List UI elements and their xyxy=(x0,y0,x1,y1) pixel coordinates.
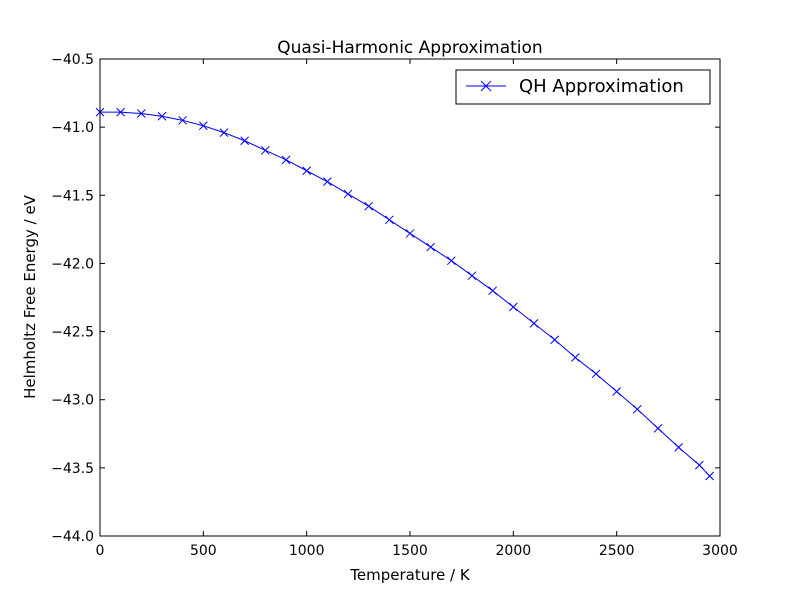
data-point xyxy=(632,404,642,414)
data-point xyxy=(384,215,394,225)
data-point xyxy=(653,423,663,433)
y-axis: −40.5 −41.0 −41.5 −42.0 −42.5 −43.0 −43.5 −44.0 xyxy=(51,52,720,545)
y-tick-label: −40.5 xyxy=(51,52,94,68)
data-point xyxy=(612,387,622,396)
data-point xyxy=(198,121,208,131)
x-tick-label: 2500 xyxy=(599,543,635,559)
data-point xyxy=(343,189,353,199)
chart-title: Quasi-Harmonic Approximation xyxy=(277,38,542,58)
series-layer xyxy=(95,107,715,481)
legend-entry-qh-approximation: QH Approximation xyxy=(519,76,684,97)
data-point xyxy=(694,460,704,470)
y-tick-label: −41.0 xyxy=(51,120,94,136)
data-point xyxy=(570,353,580,362)
data-point xyxy=(302,166,312,176)
x-tick-label: 1000 xyxy=(289,543,325,559)
y-axis-label: Helmholtz Free Energy / eV xyxy=(21,194,39,399)
x-tick-label: 500 xyxy=(190,543,217,559)
legend-box xyxy=(455,69,711,105)
data-point xyxy=(591,369,601,379)
data-point xyxy=(550,335,560,345)
data-point xyxy=(116,107,126,117)
data-point xyxy=(405,229,415,238)
data-point xyxy=(157,111,167,121)
data-point xyxy=(426,242,436,252)
data-point xyxy=(467,271,477,281)
data-point xyxy=(446,256,456,266)
data-point xyxy=(281,155,291,165)
data-point xyxy=(529,319,539,328)
y-tick-label: −43.0 xyxy=(51,393,94,409)
data-point xyxy=(178,115,188,125)
x-tick-label: 2000 xyxy=(496,543,532,559)
data-point xyxy=(322,177,332,187)
data-point xyxy=(240,136,250,146)
y-tick-label: −44.0 xyxy=(51,529,94,545)
x-tick-label: 1500 xyxy=(392,543,428,559)
data-point xyxy=(488,286,498,296)
data-point xyxy=(260,145,270,155)
legend-marker xyxy=(480,80,492,92)
data-point xyxy=(674,443,684,452)
x-tick-label: 3000 xyxy=(702,543,738,559)
data-point xyxy=(705,471,715,481)
data-point xyxy=(136,109,146,118)
x-axis-label: Temperature / K xyxy=(349,566,471,584)
y-tick-label: −41.5 xyxy=(51,188,94,204)
data-point xyxy=(364,201,374,211)
data-point xyxy=(508,302,518,312)
x-axis: 0 500 1000 1500 2000 2500 3000 xyxy=(96,59,738,559)
data-point xyxy=(219,128,229,137)
legend: QH Approximation xyxy=(455,69,711,105)
y-tick-label: −42.5 xyxy=(51,325,94,341)
x-tick-label: 0 xyxy=(96,543,105,559)
y-tick-label: −43.5 xyxy=(51,461,94,477)
y-tick-label: −42.0 xyxy=(51,256,94,272)
